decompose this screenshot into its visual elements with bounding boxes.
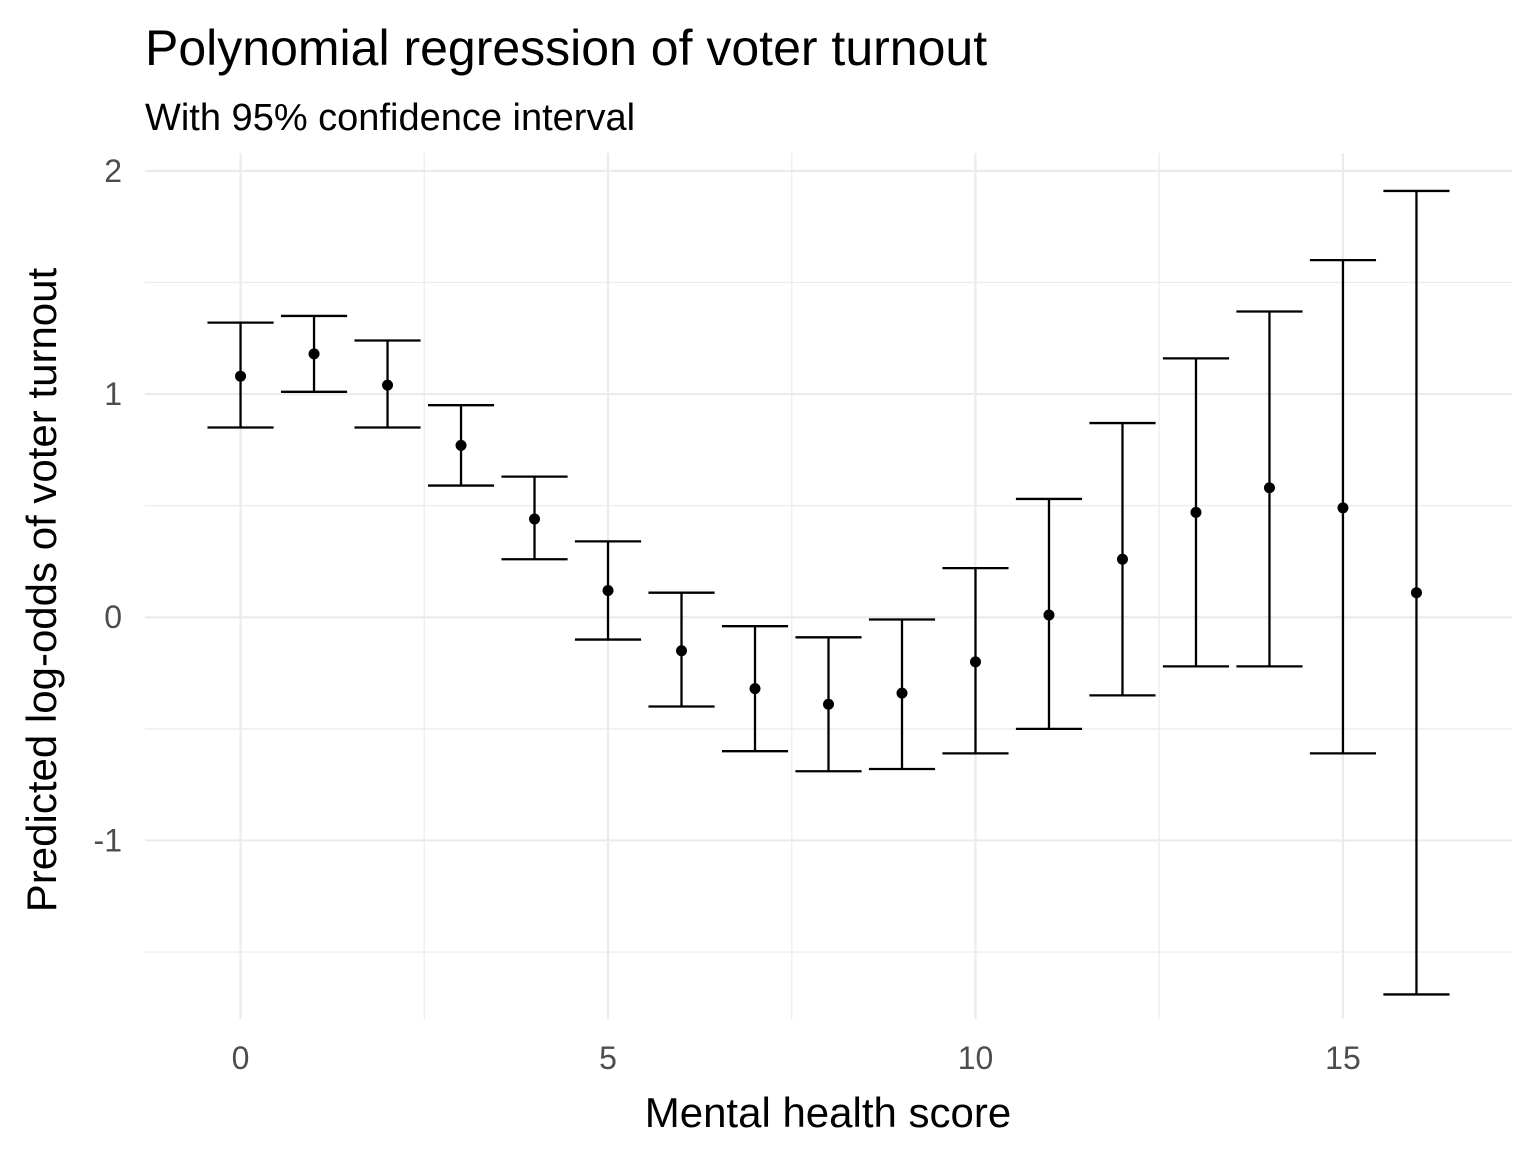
- data-point: [749, 683, 761, 695]
- data-point: [382, 379, 394, 391]
- tick-labels: 0 5 10 15 -1 0 1 2: [94, 153, 1361, 1076]
- data-point: [529, 513, 541, 525]
- data-point: [235, 370, 247, 382]
- data-point: [1116, 553, 1128, 565]
- y-tick-label: -1: [94, 822, 122, 858]
- y-tick-label: 1: [104, 376, 122, 412]
- chart-title: Polynomial regression of voter turnout: [145, 20, 987, 76]
- data-point: [823, 698, 834, 710]
- x-tick-label: 15: [1325, 1040, 1361, 1076]
- data-point: [1263, 482, 1275, 494]
- data-point: [1043, 609, 1055, 621]
- y-tick-label: 2: [104, 153, 122, 189]
- x-tick-label: 5: [599, 1040, 617, 1076]
- x-tick-label: 10: [958, 1040, 994, 1076]
- grid: [145, 153, 1512, 1019]
- errorbars: [207, 189, 1450, 996]
- x-axis-label: Mental health score: [645, 1089, 1012, 1136]
- x-tick-label: 0: [232, 1040, 250, 1076]
- data-point: [1190, 506, 1202, 518]
- chart-subtitle: With 95% confidence interval: [145, 97, 635, 139]
- data-point: [1337, 502, 1349, 514]
- data-point: [455, 439, 467, 451]
- data-points: [235, 348, 1422, 710]
- data-point: [1410, 587, 1422, 599]
- y-axis-label: Predicted log-odds of voter turnout: [18, 267, 65, 912]
- data-point: [969, 656, 981, 668]
- y-tick-label: 0: [104, 599, 122, 635]
- data-point: [676, 645, 688, 657]
- data-point: [602, 584, 614, 596]
- data-point: [308, 348, 320, 360]
- data-point: [896, 687, 908, 699]
